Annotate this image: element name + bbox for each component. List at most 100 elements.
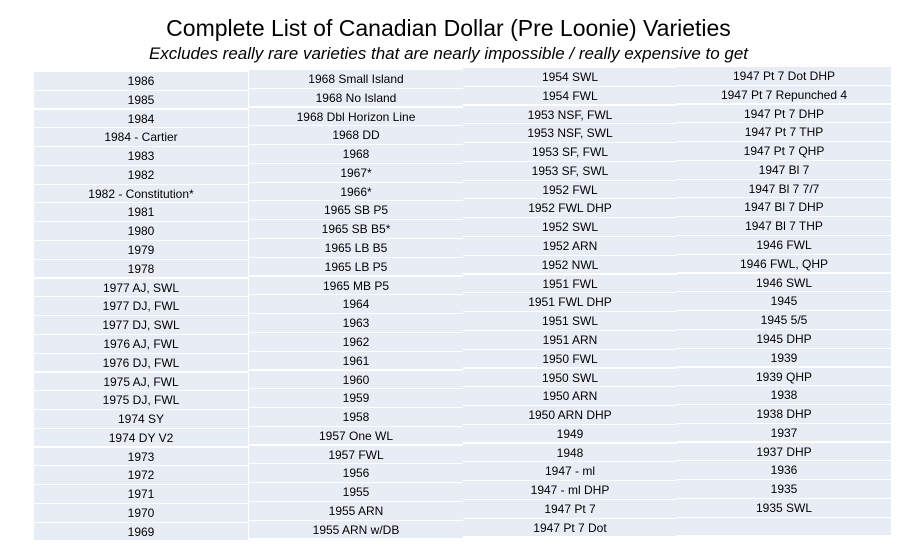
- variety-cell: 1974 DY V2: [34, 428, 248, 448]
- variety-cell: 1961: [249, 351, 463, 371]
- variety-cell: 1967*: [249, 163, 463, 183]
- variety-cell: 1951 FWL: [463, 274, 677, 294]
- variety-cell: 1945 5/5: [677, 311, 891, 330]
- variety-cell: 1948: [463, 443, 677, 463]
- variety-cell: 1946 FWL: [677, 236, 891, 255]
- variety-cell: 1953 SF, FWL: [463, 143, 677, 162]
- variety-cell: 1951 FWL DHP: [463, 293, 677, 312]
- empty-cell: [677, 517, 891, 537]
- variety-cell: 1952 SWL: [463, 218, 677, 237]
- variety-cell: 1935 SWL: [677, 498, 891, 518]
- variety-cell: 1973: [34, 447, 248, 467]
- variety-cell: 1947 - ml DHP: [463, 481, 677, 500]
- variety-cell: 1955 ARN w/DB: [249, 520, 463, 540]
- variety-cell: 1970: [34, 503, 248, 523]
- variety-cell: 1955: [249, 483, 463, 502]
- variety-cell: 1947 Pt 7 DHP: [677, 104, 891, 124]
- variety-cell: 1939: [677, 348, 891, 368]
- variety-cell: 1947 - ml: [463, 462, 677, 481]
- variety-cell: 1957 FWL: [249, 445, 463, 465]
- variety-cell: 1938: [677, 386, 891, 405]
- variety-cell: 1958: [249, 408, 463, 427]
- variety-cell: 1939 QHP: [677, 367, 891, 387]
- variety-cell: 1983: [34, 147, 248, 166]
- variety-cell: 1951 ARN: [463, 330, 677, 350]
- variety-cell: 1979: [34, 241, 248, 260]
- variety-cell: 1938 DHP: [677, 405, 891, 424]
- variety-cell: 1964: [249, 295, 463, 314]
- variety-cell: 1954 FWL: [463, 86, 677, 106]
- variety-cell: 1965 SB P5: [249, 201, 463, 221]
- variety-cell: 1953 NSF, FWL: [463, 105, 677, 125]
- variety-cell: 1982 - Constitution*: [34, 184, 248, 204]
- variety-cell: 1947 Pt 7 THP: [677, 123, 891, 142]
- variety-cell: 1945: [677, 292, 891, 311]
- variety-cell: 1949: [463, 424, 677, 444]
- variety-cell: 1962: [249, 332, 463, 352]
- variety-cell: 1966*: [249, 182, 463, 202]
- variety-cell: 1978: [34, 259, 248, 279]
- variety-cell: 1977 DJ, FWL: [34, 297, 248, 316]
- variety-cell: 1977 AJ, SWL: [34, 278, 248, 298]
- variety-cell: 1952 FWL DHP: [463, 199, 677, 219]
- variety-column-3: 1954 SWL 1954 FWL 1953 NSF, FWL 1953 NSF, S…: [463, 68, 677, 538]
- variety-cell: 1957 One WL: [249, 426, 463, 446]
- variety-cell: 1984: [34, 109, 248, 129]
- variety-cell: 1969: [34, 522, 248, 542]
- variety-cell: 1968 Dbl Horizon Line: [249, 107, 463, 127]
- variety-cell: 1950 ARN: [463, 387, 677, 406]
- variety-cell: 1982: [34, 165, 248, 185]
- variety-cell: 1963: [249, 314, 463, 333]
- variety-cell: 1960: [249, 370, 463, 390]
- variety-cell: 1965 MB P5: [249, 276, 463, 296]
- variety-cell: 1975 DJ, FWL: [34, 391, 248, 410]
- variety-column-1: 1986 1985 1984 1984 - Cartier 1983 1982 1982 -…: [34, 72, 248, 542]
- variety-column-4: 1947 Pt 7 Dot DHP 1947 Pt 7 Repunched 4 19…: [677, 67, 891, 537]
- variety-cell: 1968 DD: [249, 126, 463, 145]
- variety-cell: 1952 FWL: [463, 180, 677, 200]
- variety-cell: 1985: [34, 90, 248, 110]
- variety-cell: 1952 ARN: [463, 237, 677, 256]
- variety-cell: 1937 DHP: [677, 442, 891, 462]
- variety-cell: 1950 FWL: [463, 349, 677, 369]
- page-subtitle: Excludes really rare varieties that are …: [148, 44, 749, 63]
- variety-cell: 1986: [34, 72, 248, 91]
- variety-cell: 1968 No Island: [249, 88, 463, 108]
- page-title: Complete List of Canadian Dollar (Pre Lo…: [166, 15, 731, 41]
- variety-cell: 1955 ARN: [249, 501, 463, 521]
- variety-cell: 1968: [249, 145, 463, 164]
- variety-cell: 1953 SF, SWL: [463, 161, 677, 181]
- variety-cell: 1946 FWL, QHP: [677, 254, 891, 274]
- variety-cell: 1971: [34, 485, 248, 504]
- variety-cell: 1946 SWL: [677, 273, 891, 293]
- variety-cell: 1976 DJ, FWL: [34, 353, 248, 373]
- variety-cell: 1947 Bl 7 THP: [677, 217, 891, 236]
- variety-cell: 1975 AJ, FWL: [34, 372, 248, 392]
- variety-cell: 1984 - Cartier: [34, 128, 248, 147]
- variety-cell: 1945 DHP: [677, 329, 891, 349]
- variety-cell: 1965 LB P5: [249, 257, 463, 277]
- variety-cell: 1965 SB B5*: [249, 220, 463, 239]
- variety-cell: 1956: [249, 464, 463, 483]
- variety-cell: 1947 Pt 7 Repunched 4: [677, 85, 891, 105]
- variety-cell: 1972: [34, 466, 248, 485]
- variety-cell: 1950 ARN DHP: [463, 406, 677, 425]
- variety-cell: 1947 Pt 7 Dot DHP: [677, 67, 891, 86]
- variety-cell: 1935: [677, 480, 891, 499]
- variety-column-2: 1968 Small Island 1968 No Island 1968 Dbl …: [249, 70, 463, 540]
- variety-cell: 1947 Bl 7: [677, 160, 891, 180]
- variety-cell: 1951 SWL: [463, 312, 677, 331]
- variety-cell: 1947 Pt 7 QHP: [677, 142, 891, 161]
- variety-cell: 1947 Bl 7 DHP: [677, 198, 891, 218]
- variety-cell: 1977 DJ, SWL: [34, 316, 248, 335]
- variety-cell: 1952 NWL: [463, 255, 677, 275]
- variety-cell: 1976 AJ, FWL: [34, 334, 248, 354]
- variety-cell: 1954 SWL: [463, 68, 677, 87]
- variety-cell: 1968 Small Island: [249, 70, 463, 89]
- variety-cell: 1959: [249, 389, 463, 408]
- variety-cell: 1950 SWL: [463, 368, 677, 388]
- variety-cell: 1981: [34, 203, 248, 223]
- variety-cell: 1965 LB B5: [249, 239, 463, 258]
- variety-cell: 1947 Bl 7 7/7: [677, 179, 891, 199]
- variety-cell: 1947 Pt 7: [463, 499, 677, 519]
